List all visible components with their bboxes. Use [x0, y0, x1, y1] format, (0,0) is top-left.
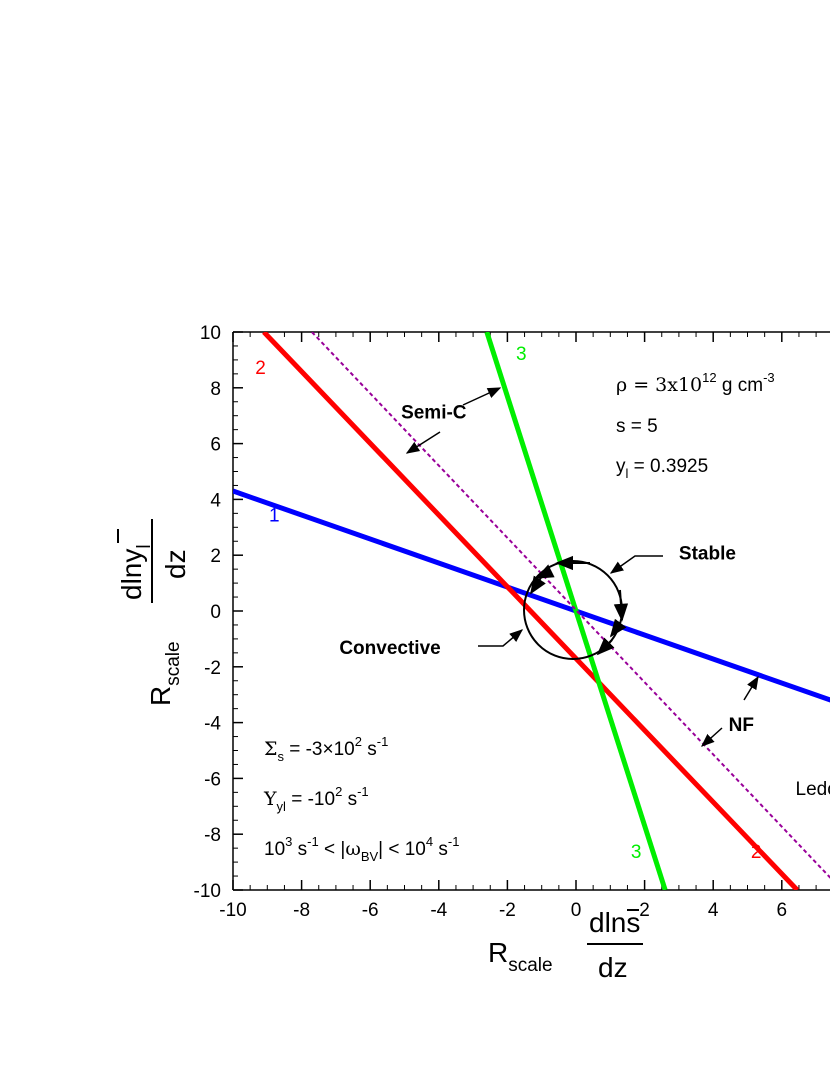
- y-tick-label: -8: [204, 825, 221, 846]
- x-label-frac-den: dz: [598, 952, 628, 983]
- x-tick-label: -10: [219, 900, 246, 921]
- circle-arrow-lower-right: [609, 618, 627, 638]
- x-tick-label: -2: [499, 900, 516, 921]
- series-1-line: [233, 488, 830, 703]
- y-tick-label: 10: [200, 323, 221, 344]
- y-tick-label: -6: [204, 769, 221, 790]
- x-axis-label: Rscale dlns dz: [488, 907, 643, 983]
- circle-arrow-bottom-right: [596, 637, 615, 656]
- annotations: Semi-C Stable Convective NF: [339, 402, 754, 735]
- x-label-frac-num: dlns: [589, 907, 640, 938]
- annotation-label: Stable: [679, 543, 736, 564]
- tick-labels: -10 -8 -6 -4 -2 0 2 4 6 -10 -8 -6 -4 -2 0 2 4 6 8 10: [194, 323, 788, 921]
- semi-c-arrow-to-line2: [405, 431, 441, 454]
- y-tick-label: 4: [210, 490, 221, 511]
- rotation-circle: [523, 555, 629, 660]
- circle-arrow-upper-left-2: [535, 564, 555, 579]
- line-labels: 1 2 2 3 3 Ledou: [255, 344, 830, 863]
- series-ledoux-line: [311, 332, 830, 879]
- line-label: 3: [516, 344, 527, 365]
- series-2-line: [262, 332, 800, 890]
- param-rho: ρ = 3x1012 g cm-3: [616, 370, 775, 396]
- x-tick-label: 6: [777, 900, 788, 921]
- x-tick-label: 2: [639, 900, 650, 921]
- x-label-main: Rscale: [488, 937, 553, 976]
- y-tick-label: 0: [210, 602, 221, 623]
- circle-arrow-right: [613, 589, 629, 622]
- y-tick-label: -10: [194, 881, 221, 902]
- series-3-line: [484, 332, 668, 890]
- x-tick-label: -4: [430, 900, 447, 921]
- annotation-arrows: [405, 387, 759, 747]
- x-tick-label: 0: [571, 900, 582, 921]
- y-tick-label: 6: [210, 435, 221, 456]
- param-upsilon: Υyl = -102 s-1: [263, 784, 369, 814]
- semi-c-arrow-to-line3: [462, 387, 502, 406]
- line-label: Ledou: [796, 779, 830, 800]
- series-layer: [233, 332, 830, 890]
- y-label-frac-num: dlnyl: [116, 544, 155, 600]
- annotation-label: Semi-C: [401, 402, 467, 423]
- line-label: 3: [631, 842, 642, 863]
- y-tick-label: -4: [204, 714, 221, 735]
- y-tick-label: -2: [204, 658, 221, 679]
- param-yl: yl = 0.3925: [616, 456, 708, 481]
- annotation-label: NF: [729, 715, 754, 736]
- y-tick-label: 8: [210, 379, 221, 400]
- convective-arrow: [478, 629, 524, 647]
- y-label-frac-den: dz: [160, 549, 191, 579]
- x-tick-label: 4: [708, 900, 719, 921]
- param-s: s = 5: [616, 416, 658, 437]
- y-axis-label: Rscale dlnyl dz: [116, 519, 191, 706]
- y-tick-label: 2: [210, 546, 221, 567]
- x-tick-label: -6: [362, 900, 379, 921]
- nf-arrow-upper: [743, 675, 759, 701]
- line-label: 2: [751, 842, 762, 863]
- tick-marks: [232, 331, 817, 891]
- stable-arrow: [609, 555, 663, 574]
- param-omega: 103 s-1 < |ωBV| < 104 s-1: [264, 834, 459, 864]
- x-tick-label: -8: [293, 900, 310, 921]
- nf-arrow-lower: [700, 727, 723, 747]
- line-label: 1: [269, 506, 280, 527]
- param-sigma: Σs = -3×102 s-1: [264, 734, 388, 764]
- y-label-main: Rscale: [145, 641, 184, 706]
- line-label: 2: [255, 358, 266, 379]
- annotation-label: Convective: [339, 638, 440, 659]
